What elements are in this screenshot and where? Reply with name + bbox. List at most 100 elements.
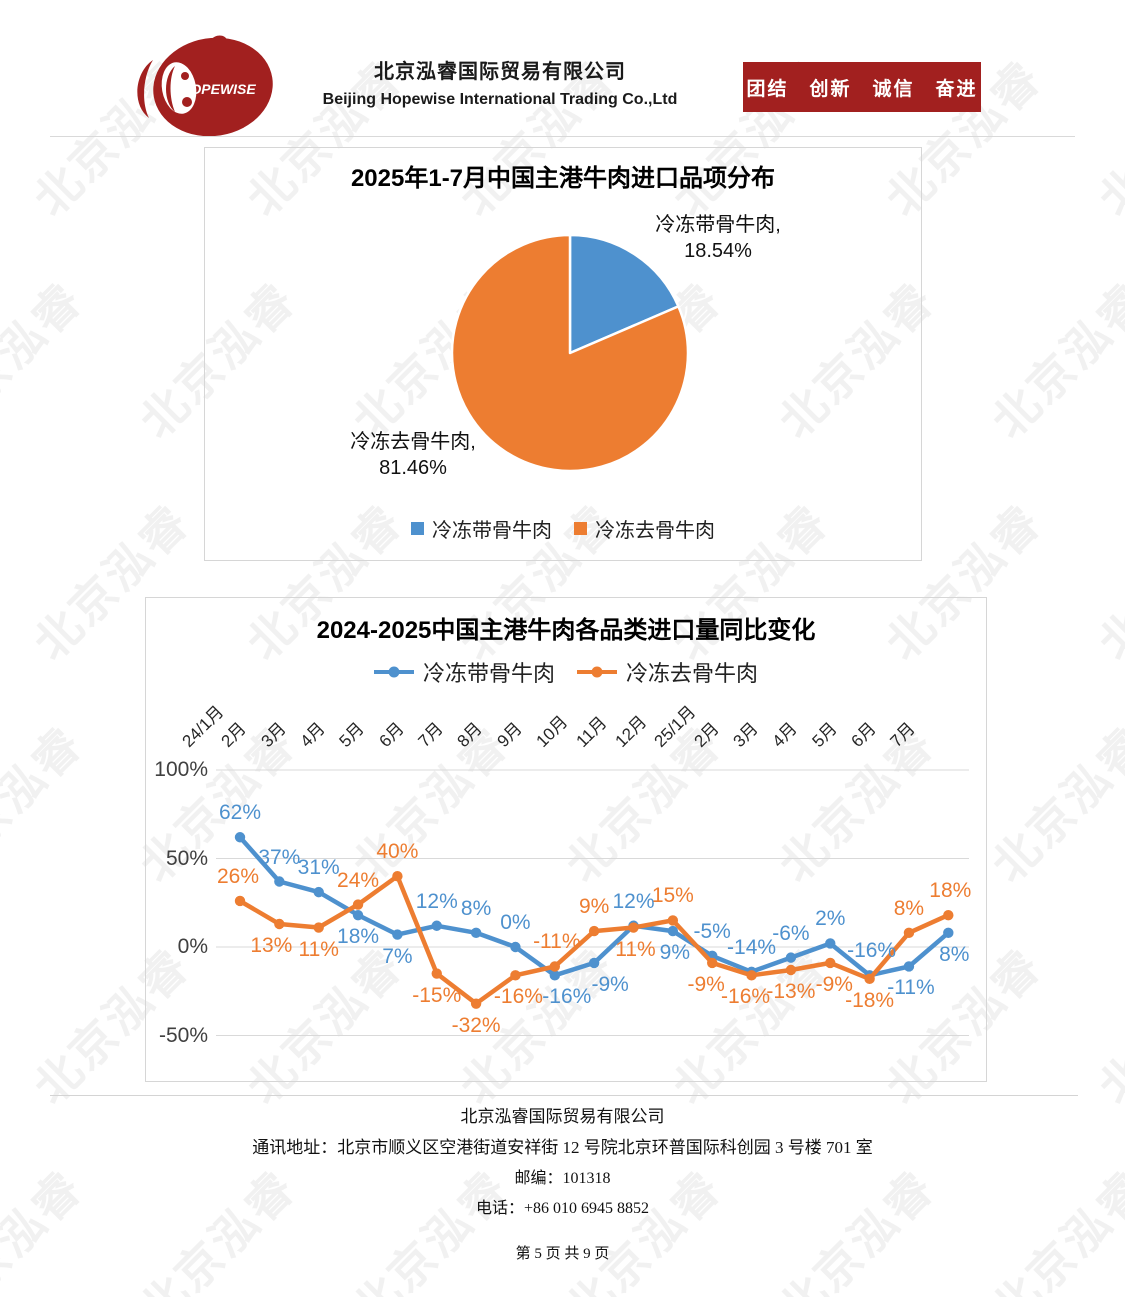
data-label: 18%	[337, 925, 380, 949]
footer-zip-code: 邮编：101318	[514, 1170, 611, 1187]
data-point-marker	[549, 970, 560, 981]
data-point-marker	[785, 964, 797, 976]
legend-label: 冷冻带骨牛肉	[422, 661, 555, 686]
data-point-marker	[431, 968, 442, 979]
data-label: -5%	[693, 919, 731, 943]
legend-label: 冷冻带骨牛肉	[432, 520, 552, 542]
legend-item-boned-beef: 冷冻带骨牛肉	[373, 656, 555, 688]
pie-label-line1: 冷冻带骨牛肉,	[655, 214, 781, 236]
data-point-marker	[864, 973, 875, 985]
watermark-text: 北京泓睿	[0, 272, 93, 448]
data-point-marker	[943, 909, 954, 921]
data-point-marker	[588, 925, 600, 937]
pie-label-boned-beef: 冷冻带骨牛肉, 18.54%	[655, 212, 781, 264]
pie-chart	[450, 233, 690, 473]
y-axis-tick-label: 100%	[154, 758, 208, 781]
data-label: 62%	[218, 801, 262, 825]
line-chart-title: 2024-2025中国主港牛肉各品类进口量同比变化	[316, 617, 816, 644]
data-label: -9%	[687, 972, 725, 996]
data-label: -15%	[412, 983, 462, 1007]
watermark-text: 北京泓睿	[336, 0, 521, 7]
data-label: -11%	[887, 976, 935, 1000]
data-label: -14%	[727, 935, 777, 959]
y-axis-tick-label: -50%	[158, 1023, 208, 1047]
data-point-marker	[392, 871, 403, 882]
watermark-text: 北京泓睿	[549, 0, 734, 7]
watermark-text: 北京泓睿	[982, 716, 1125, 892]
data-label: 0%	[500, 911, 531, 934]
data-point-marker	[549, 961, 560, 972]
data-label: -9%	[815, 972, 853, 996]
pie-label-value: 81.46%	[379, 457, 447, 479]
page-footer: 北京泓睿国际贸易有限公司 通讯地址：北京市顺义区空港街道安祥街 12 号院北京环…	[0, 1100, 1125, 1263]
data-label: 37%	[258, 845, 301, 869]
data-point-marker	[234, 832, 246, 843]
data-point-marker	[274, 876, 285, 887]
data-label: -16%	[493, 985, 543, 1009]
data-label: 8%	[939, 942, 970, 966]
data-label: 13%	[250, 933, 293, 957]
data-point-marker	[234, 895, 246, 907]
data-label: 11%	[298, 937, 339, 961]
data-label: -32%	[451, 1013, 501, 1037]
company-logo: HOPEWISE	[137, 35, 273, 137]
watermark-text: 北京泓睿	[1089, 494, 1125, 670]
data-point-marker	[431, 920, 442, 931]
company-name-en: Beijing Hopewise International Trading C…	[322, 91, 678, 108]
pie-label-line1: 冷冻去骨牛肉,	[350, 431, 476, 453]
footer-phone: 电话：+86 010 6945 8852	[475, 1200, 650, 1217]
data-label: 12%	[415, 889, 458, 913]
line-chart-panel: 2024-2025中国主港牛肉各品类进口量同比变化 冷冻带骨牛肉 冷冻去骨牛肉 …	[145, 597, 987, 1082]
footer-divider	[50, 1095, 1078, 1096]
footer-address: 通讯地址：北京市顺义区空港街道安祥街 12 号院北京环普国际科创园 3 号楼 7…	[252, 1138, 873, 1157]
pie-slice-boned	[568, 233, 680, 355]
data-point-marker	[667, 925, 679, 937]
data-label: 7%	[382, 944, 413, 968]
data-label: 24%	[337, 868, 380, 892]
y-axis-tick-label: 50%	[165, 846, 208, 870]
data-label: -11%	[533, 930, 581, 954]
pie-label-value: 18.54%	[684, 240, 752, 262]
data-point-marker	[746, 970, 757, 981]
data-label: -16%	[847, 939, 897, 963]
data-label: 8%	[893, 896, 925, 920]
pie-label-boneless-beef: 冷冻去骨牛肉, 81.46%	[350, 429, 476, 481]
data-point-marker	[903, 927, 915, 939]
data-point-marker	[785, 952, 797, 963]
watermark-text: 北京泓睿	[762, 0, 947, 7]
data-point-marker	[510, 941, 521, 953]
watermark-text: 北京泓睿	[975, 0, 1125, 7]
data-label: 40%	[376, 840, 419, 864]
watermark-text: 北京泓睿	[123, 0, 308, 7]
data-point-marker	[470, 998, 482, 1009]
data-point-marker	[510, 970, 521, 981]
data-point-marker	[470, 927, 482, 939]
legend-item-boneless-beef: 冷冻去骨牛肉	[574, 514, 715, 543]
line-chart-plot-area: 100% 50% 0% -50% 24/1月 2月 3月 4月 5月 6月 7月 8月 9月 10月 11月…	[146, 598, 986, 1081]
legend-swatch-blue-icon	[411, 522, 424, 535]
data-label: 12%	[612, 889, 655, 913]
watermark-text: 北京泓睿	[1089, 938, 1125, 1114]
data-label: 11%	[615, 937, 656, 961]
data-point-marker	[707, 957, 718, 969]
data-point-marker	[313, 922, 324, 933]
company-name-cn: 北京泓睿国际贸易有限公司	[374, 61, 626, 83]
data-point-marker	[313, 886, 324, 898]
data-label: -16%	[542, 985, 592, 1009]
data-point-marker	[825, 957, 836, 969]
header-divider	[50, 136, 1075, 137]
watermark-text: 北京泓睿	[982, 272, 1125, 448]
pie-chart-title: 2025年1-7月中国主港牛肉进口品项分布	[350, 165, 776, 192]
data-label: 2%	[815, 907, 846, 931]
watermark-text: 北京泓睿	[0, 0, 95, 7]
line-chart-canvas	[216, 769, 969, 1036]
legend-label: 冷冻去骨牛肉	[626, 661, 759, 686]
data-point-marker	[352, 899, 364, 910]
data-point-marker	[903, 961, 915, 972]
data-label: 26%	[216, 864, 260, 888]
data-label: 8%	[460, 896, 492, 920]
data-label: -16%	[721, 985, 771, 1009]
data-label: -13%	[766, 980, 816, 1003]
pie-slice-boneless	[450, 233, 690, 473]
logo-globe-icon	[137, 35, 273, 137]
